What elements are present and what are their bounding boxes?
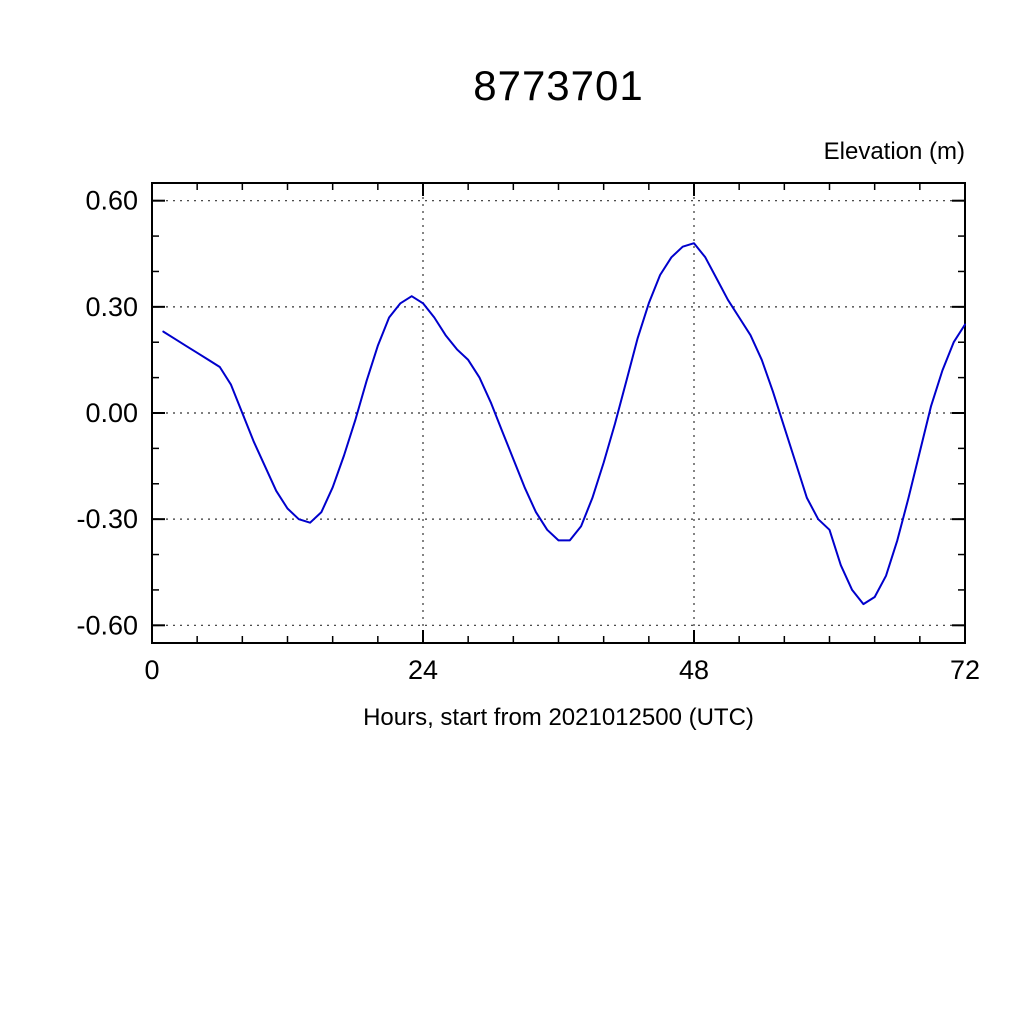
chart-title: 8773701 (473, 62, 644, 109)
y-axis-label: Elevation (m) (823, 138, 965, 165)
svg-text:24: 24 (408, 655, 438, 685)
svg-text:0.30: 0.30 (85, 292, 138, 322)
svg-text:0.60: 0.60 (85, 186, 138, 216)
svg-text:-0.30: -0.30 (76, 504, 138, 534)
svg-text:48: 48 (679, 655, 709, 685)
x-axis-label: Hours, start from 2021012500 (UTC) (363, 704, 754, 731)
svg-text:-0.60: -0.60 (76, 610, 138, 640)
svg-text:72: 72 (950, 655, 980, 685)
svg-text:0.00: 0.00 (85, 398, 138, 428)
svg-text:0: 0 (144, 655, 159, 685)
